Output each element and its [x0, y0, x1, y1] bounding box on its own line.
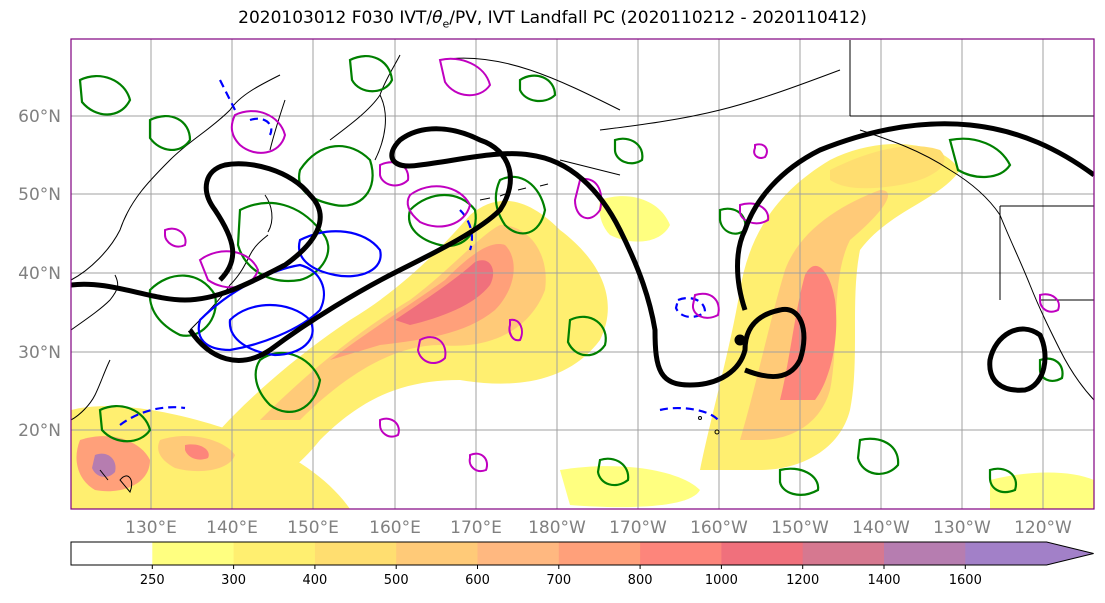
lat-label-30: 30°N — [18, 343, 61, 363]
lon-label-170w: 170°W — [609, 518, 667, 538]
lat-label-20: 20°N — [18, 421, 61, 441]
colorbar-segment — [558, 542, 641, 565]
colorbar-segment — [396, 542, 478, 565]
lon-label-160e: 160°E — [369, 518, 421, 538]
colorbar-label: 1000 — [705, 573, 738, 588]
colorbar-label: 500 — [384, 573, 409, 588]
colorbar-label: 700 — [546, 573, 571, 588]
colorbar-segment — [233, 542, 316, 565]
graticule — [71, 39, 1094, 509]
landfall-pc-contour — [71, 121, 1094, 393]
lat-label-40: 40°N — [18, 264, 61, 284]
ivt-colorbar: 250 300 400 500 600 700 800 1000 1200 1400 1600 — [70, 541, 1094, 588]
colorbar-segment — [71, 542, 153, 565]
colorbar-extend-arrow — [965, 542, 1094, 565]
colorbar-label: 1200 — [786, 573, 819, 588]
lon-label-150w: 150°W — [771, 518, 829, 538]
lon-label-140e: 140°E — [206, 518, 258, 538]
lon-label-130e: 130°E — [125, 518, 177, 538]
colorbar-label: 1400 — [867, 573, 900, 588]
longitude-labels: 130°E 140°E 150°E 160°E 170°E 180°W 170°… — [125, 518, 1072, 538]
lat-label-60: 60°N — [18, 107, 61, 127]
colorbar-segment — [152, 542, 235, 565]
lon-label-180w: 180°W — [528, 518, 586, 538]
colorbar-segment — [477, 542, 560, 565]
lon-label-150e: 150°E — [287, 518, 339, 538]
lat-label-50: 50°N — [18, 185, 61, 205]
lon-label-160w: 160°W — [690, 518, 748, 538]
colorbar-label: 300 — [221, 573, 246, 588]
pc-contours — [164, 57, 1060, 472]
colorbar-label: 600 — [465, 573, 490, 588]
colorbar-segment — [640, 542, 722, 565]
colorbar-segment — [802, 542, 885, 565]
colorbar-segment — [314, 542, 397, 565]
colorbar-segment — [884, 542, 966, 565]
colorbar-label: 800 — [628, 573, 653, 588]
colorbar-label: 250 — [140, 573, 165, 588]
colorbar-label: 1600 — [949, 573, 982, 588]
map-title: 2020103012 F030 IVT/θe/PV, IVT Landfall … — [238, 8, 867, 31]
colorbar-outline — [70, 541, 1094, 566]
pv-contours — [119, 79, 719, 426]
lon-label-120w: 120°W — [1014, 518, 1072, 538]
coastlines — [71, 40, 1094, 493]
colorbar-segment — [721, 542, 804, 565]
lon-label-130w: 130°W — [933, 518, 991, 538]
map-border — [70, 38, 1095, 510]
lon-label-170e: 170°E — [450, 518, 502, 538]
latitude-labels: 60°N 50°N 40°N 30°N 20°N — [18, 107, 61, 441]
lon-label-140w: 140°W — [852, 518, 910, 538]
colorbar-label: 400 — [302, 573, 327, 588]
